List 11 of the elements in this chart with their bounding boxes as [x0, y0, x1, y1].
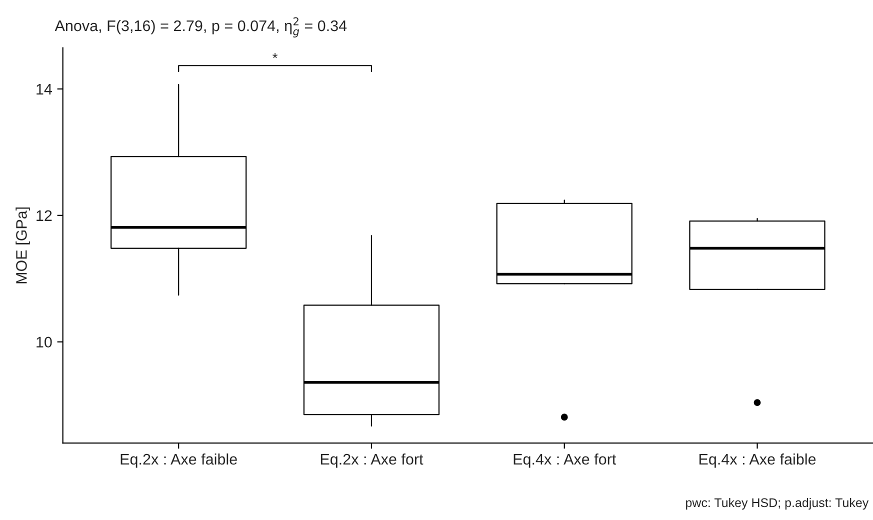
- x-tick-label: Eq.2x : Axe faible: [120, 453, 237, 468]
- y-tick-label: 14: [36, 84, 52, 94]
- x-tick-label: Eq.2x : Axe fort: [320, 453, 424, 468]
- y-tick-label: 10: [36, 336, 52, 348]
- x-tick-label: Eq.4x : Axe faible: [699, 453, 816, 468]
- chart-title: Anova, F(3,16) = 2.79, p = 0.074, η$^{2}$$_{g}$ = 0.34: [54, 17, 347, 38]
- y-tick-label: 12: [36, 210, 52, 221]
- annotation: *: [272, 53, 278, 58]
- x-tick-label: Eq.4x : Axe fort: [514, 453, 616, 468]
- y-axis-title: MOE [GPa]: [16, 207, 30, 284]
- text: pwc: Tukey HSD; p.adjust: Tukey: [686, 498, 869, 510]
